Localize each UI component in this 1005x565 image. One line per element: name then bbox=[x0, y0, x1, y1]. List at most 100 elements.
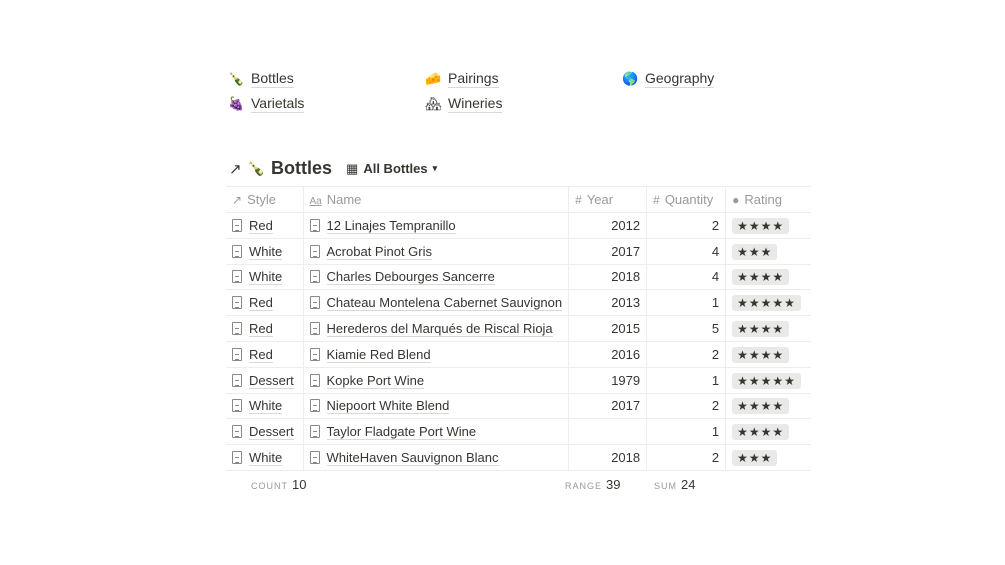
year-cell[interactable]: 2012 bbox=[568, 212, 647, 239]
footer-count[interactable]: COUNT 10 bbox=[251, 477, 306, 492]
style-link[interactable]: Red bbox=[249, 346, 273, 363]
year-cell[interactable]: 2017 bbox=[568, 238, 647, 265]
page-icon bbox=[309, 347, 320, 361]
quantity-cell[interactable]: 2 bbox=[646, 212, 726, 239]
rating-cell[interactable]: ★★★★★ bbox=[725, 289, 811, 317]
name-link[interactable]: Niepoort White Blend bbox=[326, 398, 450, 415]
rating-cell[interactable]: ★★★★★ bbox=[725, 367, 811, 394]
style-cell[interactable]: Red bbox=[226, 341, 303, 368]
column-rating[interactable]: ● Rating bbox=[725, 186, 811, 213]
name-cell[interactable]: 12 Linajes Tempranillo bbox=[302, 212, 569, 239]
style-cell[interactable]: White bbox=[226, 238, 303, 265]
year-cell[interactable]: 2015 bbox=[568, 315, 647, 342]
style-link[interactable]: Red bbox=[249, 295, 273, 312]
name-cell[interactable]: Niepoort White Blend bbox=[302, 393, 569, 420]
linked-arrow-icon[interactable]: ↗ bbox=[229, 160, 242, 178]
name-link[interactable]: Taylor Fladgate Port Wine bbox=[326, 424, 477, 441]
rating-cell[interactable]: ★★★★ bbox=[725, 212, 811, 239]
table-row[interactable]: Dessert Kopke Port Wine 1979 1 ★★★★★ bbox=[226, 367, 811, 394]
name-cell[interactable]: Charles Debourges Sancerre bbox=[302, 264, 569, 291]
year-cell[interactable]: 2018 bbox=[568, 264, 647, 291]
rating-cell[interactable]: ★★★ bbox=[725, 444, 811, 471]
name-cell[interactable]: Herederos del Marqués de Riscal Rioja bbox=[302, 315, 569, 342]
style-cell[interactable]: White bbox=[226, 444, 303, 471]
table-row[interactable]: Red Kiamie Red Blend 2016 2 ★★★★ bbox=[226, 341, 811, 368]
year-cell[interactable] bbox=[568, 418, 647, 446]
quantity-cell[interactable]: 2 bbox=[646, 393, 726, 420]
style-cell[interactable]: Red bbox=[226, 315, 303, 342]
quantity-cell[interactable]: 1 bbox=[646, 418, 726, 446]
table-row[interactable]: Red Herederos del Marqués de Riscal Rioj… bbox=[226, 315, 811, 342]
link-bottles[interactable]: 🍾 Bottles bbox=[228, 70, 294, 88]
link-varietals[interactable]: 🍇 Varietals bbox=[228, 95, 305, 113]
name-cell[interactable]: WhiteHaven Sauvignon Blanc bbox=[302, 444, 569, 471]
quantity-cell[interactable]: 5 bbox=[646, 315, 726, 342]
text-icon: Aa bbox=[309, 196, 322, 207]
style-link[interactable]: Red bbox=[249, 321, 273, 338]
year-cell[interactable]: 2013 bbox=[568, 289, 647, 317]
column-name[interactable]: Aa Name bbox=[302, 186, 569, 213]
table-row[interactable]: Red 12 Linajes Tempranillo 2012 2 ★★★★ bbox=[226, 212, 811, 239]
table-row[interactable]: White WhiteHaven Sauvignon Blanc 2018 2 … bbox=[226, 444, 811, 471]
rating-cell[interactable]: ★★★★ bbox=[725, 418, 811, 446]
year-cell[interactable]: 2018 bbox=[568, 444, 647, 471]
style-link[interactable]: White bbox=[249, 269, 283, 286]
table-row[interactable]: White Charles Debourges Sancerre 2018 4 … bbox=[226, 264, 811, 291]
style-cell[interactable]: Dessert bbox=[226, 367, 303, 394]
rating-cell[interactable]: ★★★★ bbox=[725, 264, 811, 291]
style-cell[interactable]: Red bbox=[226, 212, 303, 239]
column-year[interactable]: # Year bbox=[568, 186, 647, 213]
quantity-cell[interactable]: 4 bbox=[646, 238, 726, 265]
rating-cell[interactable]: ★★★★ bbox=[725, 393, 811, 420]
quantity-cell[interactable]: 1 bbox=[646, 289, 726, 317]
name-link[interactable]: Chateau Montelena Cabernet Sauvignon bbox=[326, 295, 563, 312]
link-wineries[interactable]: 🏘 Wineries bbox=[425, 95, 503, 113]
name-link[interactable]: Kiamie Red Blend bbox=[326, 346, 431, 363]
name-link[interactable]: Kopke Port Wine bbox=[326, 372, 425, 389]
style-link[interactable]: Dessert bbox=[249, 424, 294, 441]
quantity-cell[interactable]: 2 bbox=[646, 444, 726, 471]
name-cell[interactable]: Kopke Port Wine bbox=[302, 367, 569, 394]
year-cell[interactable]: 2017 bbox=[568, 393, 647, 420]
name-cell[interactable]: Acrobat Pinot Gris bbox=[302, 238, 569, 265]
column-style[interactable]: ↗ Style bbox=[226, 186, 303, 213]
table-row[interactable]: White Acrobat Pinot Gris 2017 4 ★★★ bbox=[226, 238, 811, 265]
footer-range[interactable]: RANGE 39 bbox=[565, 477, 620, 492]
page-icon bbox=[309, 244, 320, 258]
style-link[interactable]: White bbox=[249, 398, 283, 415]
table-row[interactable]: White Niepoort White Blend 2017 2 ★★★★ bbox=[226, 393, 811, 420]
year-cell[interactable]: 1979 bbox=[568, 367, 647, 394]
footer-sum[interactable]: SUM 24 bbox=[654, 477, 695, 492]
name-link[interactable]: Charles Debourges Sancerre bbox=[326, 269, 495, 286]
name-link[interactable]: 12 Linajes Tempranillo bbox=[326, 217, 456, 234]
style-cell[interactable]: Red bbox=[226, 289, 303, 317]
houses-icon: 🏘 bbox=[425, 96, 442, 111]
name-link[interactable]: Herederos del Marqués de Riscal Rioja bbox=[326, 321, 553, 338]
style-link[interactable]: Red bbox=[249, 217, 273, 234]
name-cell[interactable]: Chateau Montelena Cabernet Sauvignon bbox=[302, 289, 569, 317]
year-cell[interactable]: 2016 bbox=[568, 341, 647, 368]
name-link[interactable]: WhiteHaven Sauvignon Blanc bbox=[326, 450, 499, 467]
link-pairings[interactable]: 🧀 Pairings bbox=[425, 70, 499, 88]
style-link[interactable]: Dessert bbox=[249, 372, 294, 389]
style-cell[interactable]: White bbox=[226, 393, 303, 420]
quantity-cell[interactable]: 2 bbox=[646, 341, 726, 368]
name-link[interactable]: Acrobat Pinot Gris bbox=[326, 243, 432, 260]
rating-cell[interactable]: ★★★★ bbox=[725, 341, 811, 368]
name-cell[interactable]: Taylor Fladgate Port Wine bbox=[302, 418, 569, 446]
style-cell[interactable]: White bbox=[226, 264, 303, 291]
style-link[interactable]: White bbox=[249, 450, 283, 467]
table-row[interactable]: Red Chateau Montelena Cabernet Sauvignon… bbox=[226, 289, 811, 317]
name-cell[interactable]: Kiamie Red Blend bbox=[302, 341, 569, 368]
rating-cell[interactable]: ★★★ bbox=[725, 238, 811, 265]
rating-cell[interactable]: ★★★★ bbox=[725, 315, 811, 342]
table-row[interactable]: Dessert Taylor Fladgate Port Wine 1 ★★★★ bbox=[226, 418, 811, 446]
link-geography[interactable]: 🌎 Geography bbox=[622, 70, 715, 88]
quantity-cell[interactable]: 1 bbox=[646, 367, 726, 394]
quantity-cell[interactable]: 4 bbox=[646, 264, 726, 291]
column-quantity[interactable]: # Quantity bbox=[646, 186, 726, 213]
style-cell[interactable]: Dessert bbox=[226, 418, 303, 446]
style-link[interactable]: White bbox=[249, 243, 283, 260]
view-selector[interactable]: ▦ All Bottles ▾ bbox=[346, 161, 437, 177]
database-title[interactable]: Bottles bbox=[271, 158, 333, 178]
